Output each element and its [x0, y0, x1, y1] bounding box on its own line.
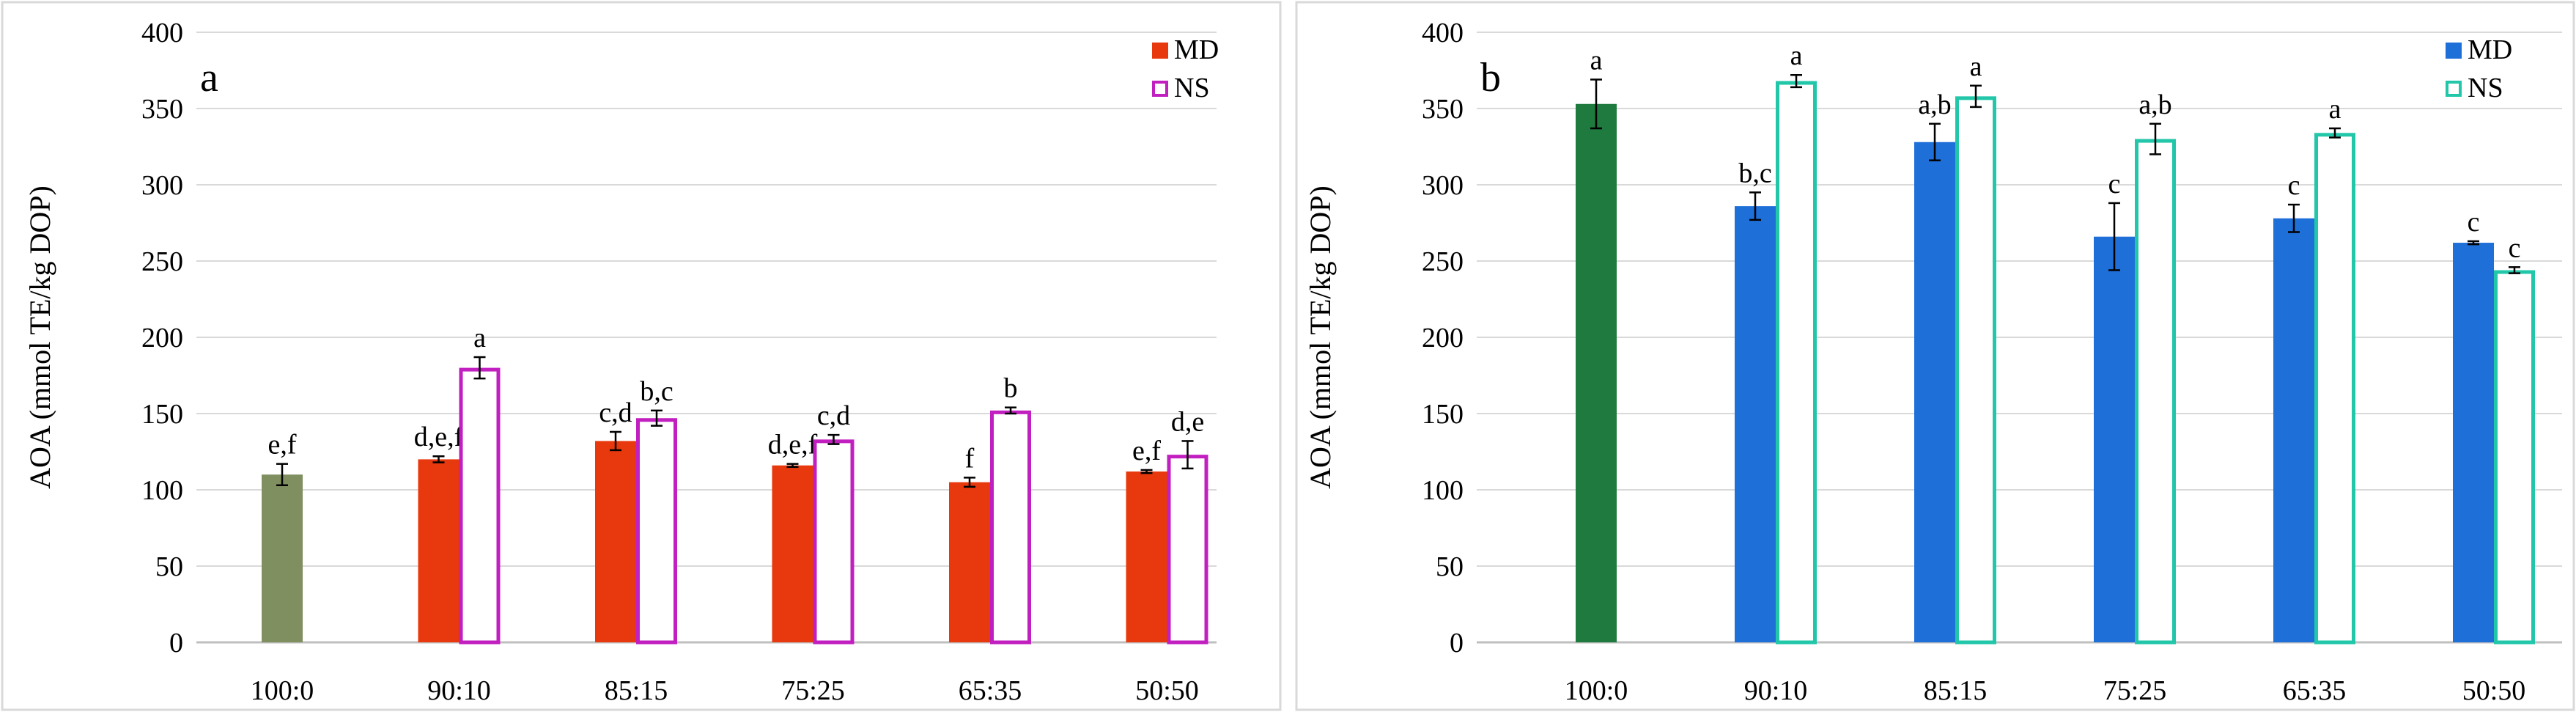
bar-ns-significance-label: c,d	[817, 400, 850, 431]
y-tick-label: 400	[1422, 18, 1464, 48]
legend-label-ns: NS	[1174, 73, 1210, 103]
panel-letter: b	[1480, 55, 1501, 100]
bar-ns	[990, 410, 1031, 645]
legend-swatch-md	[2446, 43, 2462, 59]
bar-md-significance-label: d,e,f	[414, 422, 464, 452]
bar-md-significance-label: f	[965, 443, 975, 474]
y-tick-label: 150	[1422, 399, 1464, 430]
bar-ns-significance-label: a	[473, 323, 486, 353]
y-tick-label: 200	[1422, 323, 1464, 353]
x-tick-label: 50:50	[1135, 675, 1199, 706]
bar-md-significance-label: c	[2288, 170, 2300, 201]
y-tick-label: 300	[1422, 170, 1464, 201]
x-tick-label: 75:25	[2103, 675, 2167, 706]
bar-ns	[2314, 133, 2355, 645]
control-bar	[262, 474, 303, 642]
y-tick-label: 250	[141, 246, 183, 277]
bar-md-significance-label: c	[2108, 169, 2121, 199]
x-tick-label: 85:15	[605, 675, 668, 706]
control-bar-significance-label: a	[1590, 45, 1603, 76]
bar-ns	[1167, 455, 1208, 645]
x-tick-label: 50:50	[2462, 675, 2526, 706]
bar-md	[2094, 236, 2135, 643]
y-tick-label: 150	[141, 399, 183, 430]
bar-md	[1735, 206, 1776, 642]
bar-ns	[1955, 96, 1996, 645]
y-tick-label: 250	[1422, 246, 1464, 277]
chart-panel-a: 0 50 100 150 200 250 300 350 400 AOA (mmol TE/kg …	[1, 1, 1282, 711]
legend-label-ns: NS	[2468, 73, 2503, 103]
bar-ns	[636, 418, 677, 645]
bar-ns-significance-label: b,c	[640, 376, 673, 407]
x-tick-label: 90:10	[427, 675, 491, 706]
y-tick-label: 400	[141, 18, 183, 48]
control-bar	[1576, 103, 1617, 642]
x-tick-label: 85:15	[1924, 675, 1988, 706]
panel-letter: a	[200, 55, 218, 100]
chart-panel-b: 0 50 100 150 200 250 300 350 400 AOA (mmol TE/kg …	[1295, 1, 2575, 711]
y-tick-label: 200	[141, 323, 183, 353]
bar-md	[2273, 218, 2314, 642]
bar-md	[772, 465, 813, 642]
bar-ns-significance-label: a	[2329, 94, 2341, 125]
bar-md	[1914, 142, 1955, 642]
bar-md	[1126, 471, 1167, 642]
bar-ns-significance-label: a,b	[2138, 89, 2171, 120]
legend-label-md: MD	[1174, 34, 1219, 65]
x-tick-label: 75:25	[781, 675, 845, 706]
x-tick-label: 100:0	[1565, 675, 1628, 706]
bar-ns-significance-label: a	[1970, 51, 1982, 82]
bar-md	[418, 459, 460, 642]
y-tick-label: 100	[141, 475, 183, 506]
y-tick-label: 0	[1450, 628, 1464, 658]
bar-md-significance-label: d,e,f	[768, 430, 818, 460]
bar-ns	[2135, 139, 2176, 645]
legend-swatch-md	[1152, 43, 1168, 59]
y-tick-label: 0	[169, 628, 183, 658]
bar-md-significance-label: e,f	[1132, 436, 1161, 466]
bar-ns	[459, 367, 501, 645]
y-tick-label: 100	[1422, 475, 1464, 506]
bar-md-significance-label: c	[2468, 207, 2480, 238]
bar-md	[595, 441, 636, 642]
x-tick-label: 65:35	[2283, 675, 2347, 706]
bar-md	[2453, 243, 2494, 642]
control-bar-significance-label: e,f	[267, 430, 296, 460]
x-tick-label: 100:0	[251, 675, 314, 706]
legend-swatch-ns	[1152, 81, 1168, 97]
y-tick-label: 300	[141, 170, 183, 201]
y-tick-label: 350	[141, 94, 183, 125]
bar-ns-significance-label: a	[1790, 40, 1803, 71]
bar-ns-significance-label: c	[2509, 232, 2521, 263]
x-tick-label: 65:35	[959, 675, 1022, 706]
bar-ns-significance-label: b	[1004, 373, 1018, 404]
y-tick-label: 50	[1436, 551, 1464, 582]
legend-swatch-ns	[2446, 81, 2462, 97]
bar-md	[949, 482, 990, 642]
bar-ns-significance-label: d,e	[1171, 406, 1204, 437]
bar-md-significance-label: c,d	[599, 397, 632, 428]
bar-md-significance-label: b,c	[1738, 158, 1771, 188]
bar-ns	[1776, 81, 1817, 645]
bar-ns	[813, 439, 855, 645]
bar-ns	[2494, 270, 2535, 645]
y-tick-label: 350	[1422, 94, 1464, 125]
y-axis-title: AOA (mmol TE/kg DOP)	[1304, 186, 1337, 489]
y-tick-label: 50	[155, 551, 183, 582]
legend-label-md: MD	[2468, 34, 2512, 65]
bar-md-significance-label: a,b	[1918, 89, 1951, 120]
y-axis-title: AOA (mmol TE/kg DOP)	[23, 186, 56, 489]
x-tick-label: 90:10	[1744, 675, 1808, 706]
